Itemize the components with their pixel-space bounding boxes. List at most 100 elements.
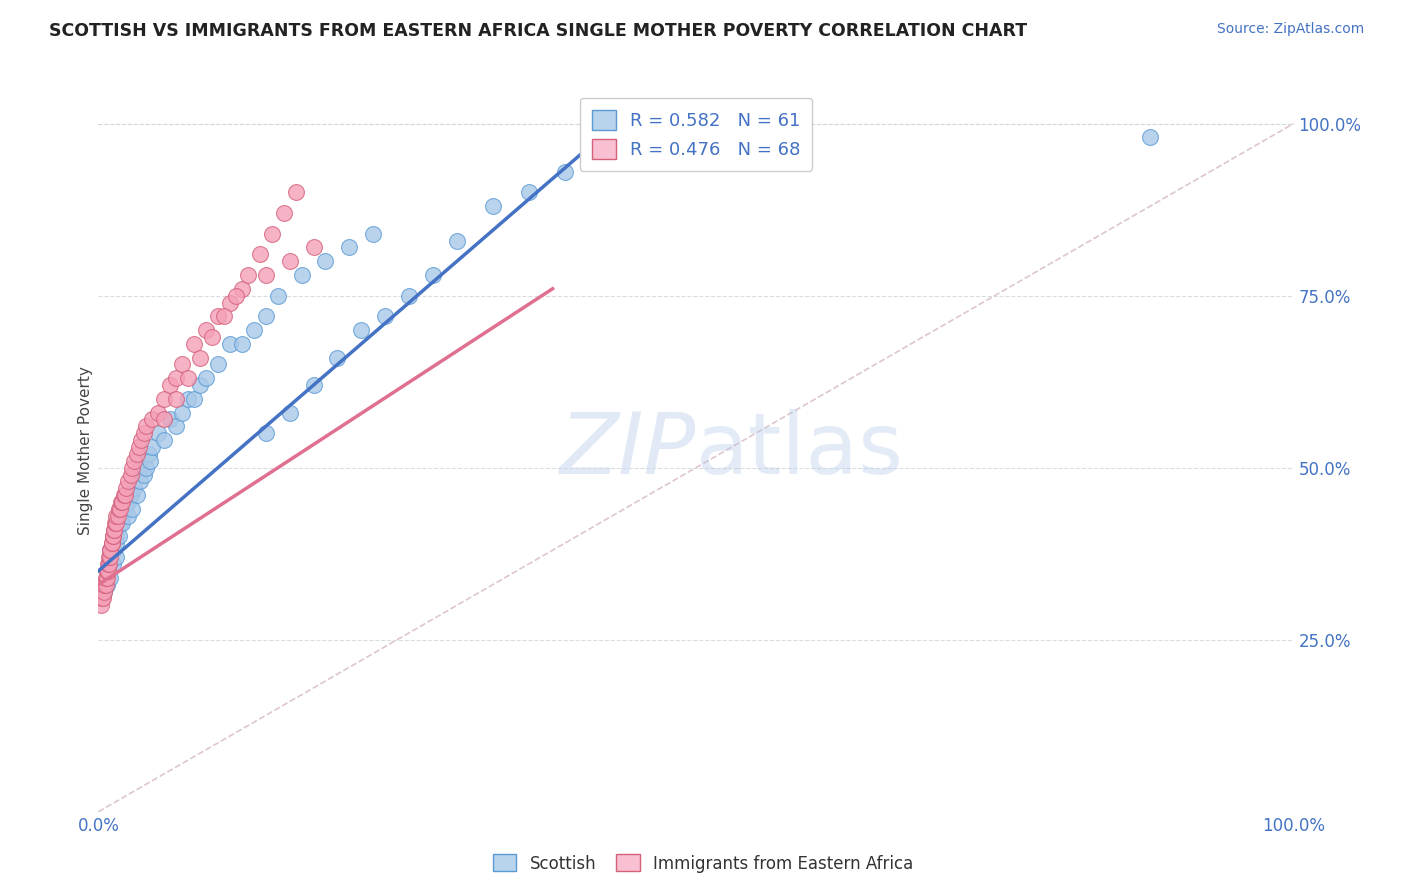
Y-axis label: Single Mother Poverty: Single Mother Poverty (77, 366, 93, 535)
Point (117, 508, 139, 523)
Point (236, 268, 259, 282)
Point (1139, 130, 1161, 145)
Point (100, 536, 122, 550)
Point (117, 495, 139, 509)
Point (132, 426, 155, 441)
Point (125, 447, 148, 461)
Point (159, 412, 181, 426)
Point (326, 351, 349, 365)
Point (94, 571, 117, 585)
Point (105, 529, 128, 543)
Point (128, 440, 150, 454)
Point (302, 378, 325, 392)
Point (96, 571, 118, 585)
Point (98, 543, 122, 558)
Point (101, 529, 124, 543)
Point (165, 419, 187, 434)
Point (97, 564, 120, 578)
Text: ZIP: ZIP (560, 409, 696, 492)
Point (195, 371, 218, 385)
Point (219, 295, 242, 310)
Point (201, 330, 224, 344)
Point (141, 440, 163, 454)
Point (103, 523, 125, 537)
Point (108, 516, 131, 530)
Point (97, 564, 120, 578)
Point (446, 234, 468, 248)
Point (101, 557, 124, 571)
Point (103, 523, 125, 537)
Point (124, 481, 146, 495)
Point (195, 323, 218, 337)
Point (177, 371, 200, 385)
Point (135, 419, 157, 434)
Point (111, 516, 134, 530)
Point (98, 550, 122, 565)
Point (96, 577, 118, 591)
Point (101, 529, 124, 543)
Point (422, 268, 444, 282)
Point (138, 447, 160, 461)
Point (207, 310, 229, 324)
Point (114, 488, 136, 502)
Point (111, 495, 134, 509)
Point (243, 323, 266, 337)
Point (165, 371, 187, 385)
Point (121, 460, 143, 475)
Point (249, 247, 271, 261)
Point (284, 186, 307, 200)
Point (260, 227, 283, 241)
Point (96, 564, 118, 578)
Point (231, 282, 253, 296)
Point (120, 488, 142, 502)
Point (105, 508, 128, 523)
Point (153, 392, 176, 406)
Point (183, 336, 205, 351)
Point (363, 227, 385, 241)
Point (207, 358, 229, 372)
Point (107, 502, 129, 516)
Point (98, 557, 121, 571)
Point (107, 508, 129, 523)
Point (291, 268, 314, 282)
Point (120, 467, 142, 482)
Point (110, 495, 132, 509)
Point (254, 268, 277, 282)
Point (212, 310, 235, 324)
Point (132, 467, 155, 482)
Point (93, 584, 115, 599)
Point (97, 557, 120, 571)
Point (105, 536, 128, 550)
Point (93, 577, 115, 591)
Point (98, 571, 122, 585)
Point (103, 543, 125, 558)
Point (225, 288, 247, 302)
Point (124, 454, 146, 468)
Point (114, 502, 136, 516)
Point (125, 488, 148, 502)
Point (98, 550, 121, 565)
Point (278, 254, 301, 268)
Point (98, 557, 122, 571)
Point (172, 358, 194, 372)
Point (139, 454, 162, 468)
Point (111, 508, 134, 523)
Point (302, 240, 325, 254)
Point (98, 543, 122, 558)
Point (554, 165, 576, 179)
Point (177, 392, 200, 406)
Text: SCOTTISH VS IMMIGRANTS FROM EASTERN AFRICA SINGLE MOTHER POVERTY CORRELATION CHA: SCOTTISH VS IMMIGRANTS FROM EASTERN AFRI… (49, 22, 1028, 40)
Point (219, 336, 242, 351)
Point (121, 502, 143, 516)
Point (153, 412, 176, 426)
Point (105, 550, 128, 565)
Point (183, 392, 205, 406)
Point (135, 460, 157, 475)
Point (350, 323, 373, 337)
Point (100, 536, 122, 550)
Point (165, 392, 187, 406)
Point (159, 378, 181, 392)
Point (188, 378, 211, 392)
Point (117, 475, 139, 489)
Point (112, 488, 135, 502)
